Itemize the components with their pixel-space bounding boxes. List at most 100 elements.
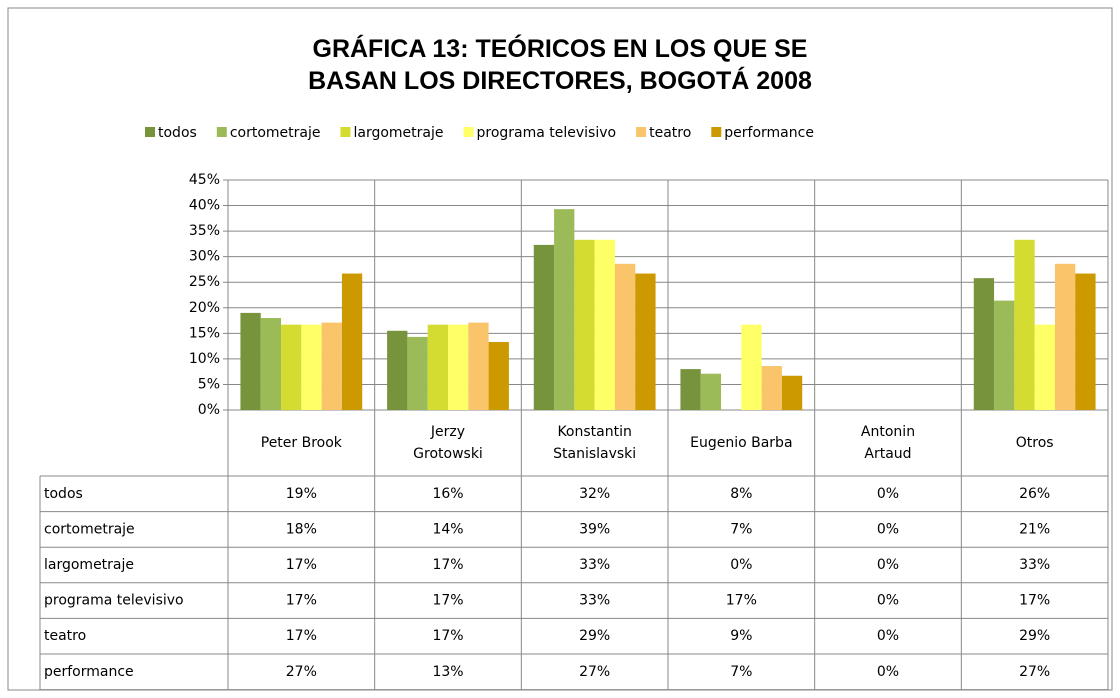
table-value: 0%	[877, 628, 899, 644]
bar	[1054, 263, 1076, 410]
bar	[1075, 273, 1096, 410]
x-tick-label: Otros	[1016, 435, 1054, 451]
table-value: 32%	[579, 486, 610, 502]
bar	[533, 244, 555, 410]
table-value: 0%	[877, 664, 899, 680]
bar	[468, 322, 489, 410]
legend-swatch	[340, 127, 351, 137]
bar	[488, 342, 509, 410]
row-label: performance	[44, 664, 134, 680]
table-value: 9%	[730, 628, 752, 644]
y-tick-label: 5%	[198, 376, 220, 392]
y-tick-label: 10%	[189, 351, 220, 367]
bar	[321, 322, 342, 410]
bar	[1014, 239, 1035, 410]
bar	[973, 278, 995, 410]
table-value: 17%	[286, 593, 317, 609]
table-value: 18%	[286, 521, 317, 537]
legend-label: teatro	[649, 125, 691, 141]
bar	[680, 369, 701, 410]
table-value: 27%	[1019, 664, 1050, 680]
x-tick-label: Konstantin Stanislavski	[553, 424, 636, 462]
table-value: 17%	[432, 557, 463, 573]
row-label: largometraje	[44, 557, 134, 573]
table-value: 17%	[432, 628, 463, 644]
table-value: 17%	[726, 593, 757, 609]
table-value: 29%	[1019, 628, 1050, 644]
x-tick-label: Peter Brook	[261, 435, 343, 451]
bar	[994, 300, 1015, 410]
bar	[301, 324, 322, 410]
table-value: 17%	[432, 593, 463, 609]
y-tick-label: 0%	[198, 402, 220, 418]
table-value: 33%	[579, 593, 610, 609]
table-value: 17%	[1019, 593, 1050, 609]
legend-swatch	[636, 127, 647, 137]
legend-swatch	[216, 127, 227, 137]
table-value: 17%	[286, 557, 317, 573]
table-value: 33%	[1019, 557, 1050, 573]
legend-swatch	[711, 127, 722, 137]
bar	[448, 324, 469, 410]
table-value: 13%	[432, 664, 463, 680]
chart-title: GRÁFICA 13: TEÓRICOS EN LOS QUE SE BASAN …	[308, 33, 812, 95]
bar	[260, 318, 282, 410]
bar	[387, 330, 408, 410]
y-tick-label: 15%	[189, 325, 220, 341]
bar	[781, 375, 803, 410]
x-tick-label: Jerzy Grotowski	[413, 424, 483, 462]
legend-label: todos	[158, 125, 197, 141]
bar	[554, 209, 575, 410]
bar	[240, 312, 261, 410]
bar	[761, 366, 782, 410]
table-value: 0%	[730, 557, 752, 573]
row-label: programa televisivo	[44, 593, 184, 609]
bar	[281, 324, 302, 410]
table-value: 16%	[432, 486, 463, 502]
bar	[700, 373, 722, 410]
table-value: 0%	[877, 486, 899, 502]
legend-label: largometraje	[353, 125, 443, 141]
bar	[741, 324, 762, 410]
row-label: teatro	[44, 628, 86, 644]
table-value: 7%	[730, 664, 752, 680]
table-value: 14%	[432, 521, 463, 537]
legend-swatch	[145, 127, 155, 137]
bar	[594, 239, 615, 410]
y-tick-label: 45%	[189, 172, 220, 188]
table-value: 29%	[579, 628, 610, 644]
table-value: 0%	[877, 521, 899, 537]
row-label: cortometraje	[44, 521, 135, 537]
bar	[614, 263, 636, 410]
y-tick-label: 35%	[189, 223, 220, 239]
x-tick-label: Antonin Artaud	[861, 424, 915, 462]
table-value: 39%	[579, 521, 610, 537]
table-value: 27%	[286, 664, 317, 680]
table-value: 0%	[877, 593, 899, 609]
table-value: 33%	[579, 557, 610, 573]
legend-label: cortometraje	[230, 125, 321, 141]
y-tick-label: 30%	[189, 249, 220, 265]
y-tick-label: 40%	[189, 198, 220, 214]
row-label: todos	[44, 486, 83, 502]
table-value: 17%	[286, 628, 317, 644]
table-value: 27%	[579, 664, 610, 680]
table-value: 8%	[730, 486, 752, 502]
y-tick-label: 25%	[189, 274, 220, 290]
table-value: 26%	[1019, 486, 1050, 502]
bar	[635, 273, 656, 410]
bar	[427, 324, 448, 410]
legend-swatch	[463, 127, 474, 137]
table-value: 21%	[1019, 521, 1050, 537]
legend-label: performance	[724, 125, 814, 141]
legend-label: programa televisivo	[476, 125, 616, 141]
bar	[1034, 324, 1055, 410]
x-tick-label: Eugenio Barba	[690, 435, 792, 451]
bar	[574, 239, 595, 410]
table-value: 19%	[286, 486, 317, 502]
bar	[407, 336, 428, 410]
bar	[341, 273, 363, 410]
table-value: 7%	[730, 521, 752, 537]
table-value: 0%	[877, 557, 899, 573]
